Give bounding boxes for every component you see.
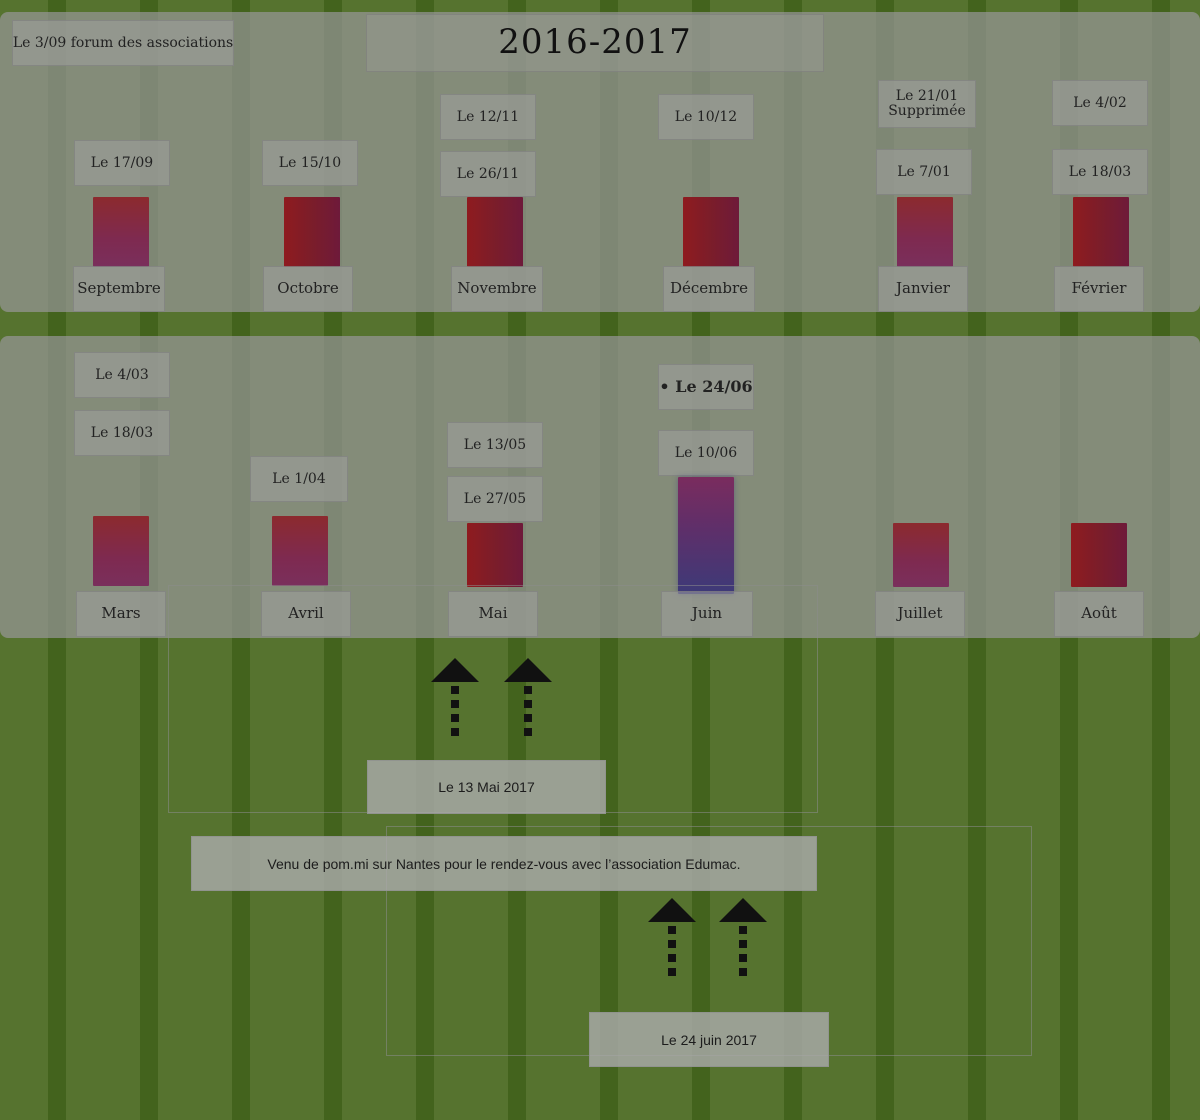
event-date[interactable]: Le 7/01 <box>876 149 972 195</box>
event-date-cancelled[interactable]: Le 21/01 Supprimée <box>878 80 976 128</box>
calendar-panel-bottom <box>0 336 1200 638</box>
month-bar-decembre <box>683 197 739 267</box>
event-date[interactable]: Le 10/06 <box>658 430 754 476</box>
event-date[interactable]: Le 12/11 <box>440 94 536 140</box>
note-juin-date: Le 24 juin 2017 <box>589 1012 829 1067</box>
month-bar-avril <box>272 516 328 586</box>
month-label-decembre: Décembre <box>663 266 755 312</box>
month-label-aout: Août <box>1054 591 1144 637</box>
page-title: 2016-2017 <box>366 14 824 72</box>
month-label-juillet: Juillet <box>875 591 965 637</box>
event-date-highlight[interactable]: • Le 24/06 <box>658 364 754 410</box>
month-bar-janvier <box>897 197 953 267</box>
month-bar-septembre <box>93 197 149 267</box>
month-bar-mars <box>93 516 149 586</box>
event-date[interactable]: Le 1/04 <box>250 456 348 502</box>
month-label-mars: Mars <box>76 591 166 637</box>
arrow-up-icon <box>431 658 479 736</box>
month-bar-novembre <box>467 197 523 267</box>
month-label-mai: Mai <box>448 591 538 637</box>
event-date[interactable]: Le 18/03 <box>74 410 170 456</box>
event-date[interactable]: Le 18/03 <box>1052 149 1148 195</box>
note-visit: Venu de pom.mi sur Nantes pour le rendez… <box>191 836 817 891</box>
month-bar-juillet <box>893 523 949 587</box>
month-label-avril: Avril <box>261 591 351 637</box>
month-label-fevrier: Février <box>1054 266 1144 312</box>
event-date[interactable]: Le 15/10 <box>262 140 358 186</box>
month-bar-fevrier <box>1073 197 1129 267</box>
month-label-novembre: Novembre <box>451 266 543 312</box>
event-date-line: Le 21/01 <box>895 88 959 105</box>
month-bar-mai <box>467 523 523 587</box>
event-date[interactable]: Le 13/05 <box>447 422 543 468</box>
note-mai-date: Le 13 Mai 2017 <box>367 760 606 814</box>
arrow-up-icon <box>504 658 552 736</box>
month-bar-juin <box>678 477 734 594</box>
event-date[interactable]: Le 26/11 <box>440 151 536 197</box>
month-bar-aout <box>1071 523 1127 587</box>
event-date[interactable]: Le 4/03 <box>74 352 170 398</box>
event-date[interactable]: Le 10/12 <box>658 94 754 140</box>
event-date[interactable]: Le 27/05 <box>447 476 543 522</box>
month-bar-octobre <box>284 197 340 267</box>
event-cancelled-label: Supprimée <box>888 103 966 119</box>
month-label-janvier: Janvier <box>878 266 968 312</box>
month-label-septembre: Septembre <box>73 266 165 312</box>
forum-label: Le 3/09 forum des associations <box>12 20 234 66</box>
arrow-up-icon <box>648 898 696 976</box>
event-date[interactable]: Le 4/02 <box>1052 80 1148 126</box>
month-label-juin: Juin <box>661 591 753 637</box>
month-label-octobre: Octobre <box>263 266 353 312</box>
arrow-up-icon <box>719 898 767 976</box>
event-date[interactable]: Le 17/09 <box>74 140 170 186</box>
